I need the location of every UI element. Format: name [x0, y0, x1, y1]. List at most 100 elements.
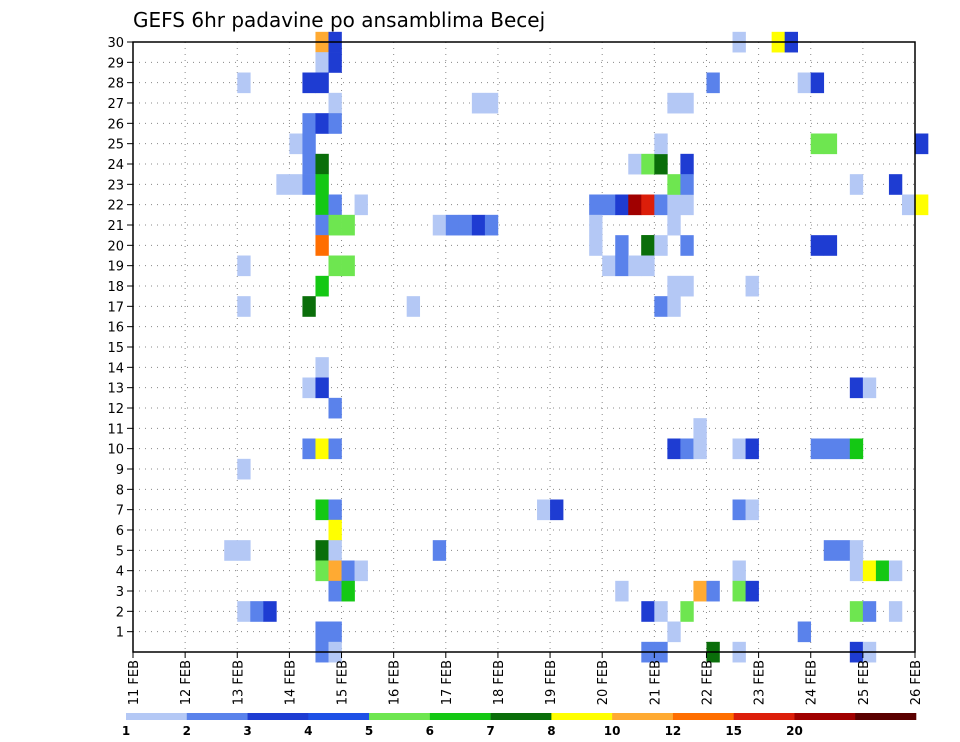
y-tick-label: 9 [116, 463, 124, 478]
precip-cell [302, 72, 316, 94]
colorbar-segment [733, 713, 795, 720]
y-tick-label: 5 [116, 544, 124, 559]
precip-cell [615, 235, 629, 256]
precip-cell [341, 255, 355, 277]
precip-cell [810, 438, 825, 460]
precip-cell [471, 214, 486, 236]
precip-cell [315, 72, 329, 94]
precip-cell [810, 72, 825, 94]
precip-cell [654, 235, 668, 256]
precip-cell [328, 438, 342, 460]
precip-cell [732, 438, 746, 460]
y-tick-label: 17 [107, 300, 124, 315]
colorbar-label: 10 [604, 724, 621, 738]
precip-cell [354, 194, 368, 216]
precip-cell [341, 560, 355, 582]
precip-cell [315, 438, 329, 460]
x-tick-label: 18 FEB [492, 660, 507, 705]
precip-cell [602, 255, 616, 277]
precip-cell [315, 235, 329, 256]
precip-cell [328, 214, 342, 236]
precip-cell [667, 174, 681, 195]
precip-cell [680, 194, 694, 216]
precip-cell [732, 499, 746, 521]
precip-cell [745, 438, 759, 460]
precip-cell [315, 621, 329, 643]
precip-cell [315, 174, 329, 195]
colorbar-segment [612, 713, 674, 720]
y-tick-label: 3 [116, 585, 124, 600]
x-tick-label: 17 FEB [440, 660, 455, 705]
y-tick-label: 24 [107, 158, 124, 173]
colorbar-segment [490, 713, 552, 720]
colorbar-label: 3 [243, 724, 251, 738]
precip-cell [810, 235, 825, 256]
precip-cell [602, 194, 616, 216]
precip-cell [862, 377, 877, 399]
chart-title: GEFS 6hr padavine po ansamblima Becej [133, 8, 545, 32]
precip-cell [237, 255, 251, 277]
x-tick-label: 13 FEB [231, 660, 246, 705]
precip-cell [654, 153, 668, 175]
precip-cell [615, 255, 629, 277]
y-tick-label: 8 [116, 483, 124, 498]
colorbar-segment [794, 713, 856, 720]
precip-cell [302, 296, 316, 317]
precip-cell [484, 92, 499, 114]
precip-cell [328, 580, 342, 602]
precip-cell [550, 499, 564, 521]
precip-cell [641, 601, 655, 622]
precip-cell [654, 601, 668, 622]
precip-cell [341, 580, 355, 602]
precip-cell [862, 601, 877, 622]
precip-cell [680, 601, 694, 622]
precip-cell [810, 133, 825, 155]
precip-cell [915, 194, 929, 216]
colorbar-label: 6 [426, 724, 434, 738]
precip-cell [849, 540, 864, 561]
precip-cell [641, 235, 655, 256]
precip-cell [224, 540, 238, 561]
y-tick-label: 12 [107, 402, 124, 417]
precip-cell [328, 540, 342, 561]
precip-cell [445, 214, 460, 236]
colorbar-label: 1 [122, 724, 130, 738]
precip-cell [537, 499, 551, 521]
precip-cell [680, 153, 694, 175]
colorbar-label: 12 [665, 724, 682, 738]
y-tick-label: 4 [116, 565, 124, 580]
precip-cell [849, 560, 864, 582]
x-tick-label: 22 FEB [700, 660, 715, 705]
precip-cell [302, 153, 316, 175]
colorbar-segment [247, 713, 309, 720]
precip-cell [797, 621, 812, 643]
y-tick-label: 23 [107, 178, 124, 193]
precip-cell [849, 438, 864, 460]
precip-cell [667, 438, 681, 460]
precip-cell [302, 113, 316, 134]
precip-cell [641, 153, 655, 175]
precip-cell [315, 194, 329, 216]
precip-cell [458, 214, 473, 236]
precip-cell [432, 214, 447, 236]
precip-cell [315, 153, 329, 175]
precip-cell [667, 194, 681, 216]
precip-cell [654, 296, 668, 317]
y-tick-label: 27 [107, 97, 124, 112]
precip-cell [328, 255, 342, 277]
x-tick-label: 21 FEB [648, 660, 663, 705]
colorbar-segment [429, 713, 491, 720]
precip-cell [823, 540, 838, 561]
y-tick-label: 30 [107, 36, 124, 51]
precip-cell [628, 153, 642, 175]
precip-cell [315, 377, 329, 399]
precip-cell [406, 296, 421, 317]
precip-cell [732, 560, 746, 582]
precip-cell [263, 601, 277, 622]
precip-cell [667, 296, 681, 317]
precip-cell [693, 418, 707, 439]
precip-cell [328, 560, 342, 582]
precip-cell [915, 133, 929, 155]
precip-cell [823, 133, 838, 155]
y-tick-label: 18 [107, 280, 124, 295]
